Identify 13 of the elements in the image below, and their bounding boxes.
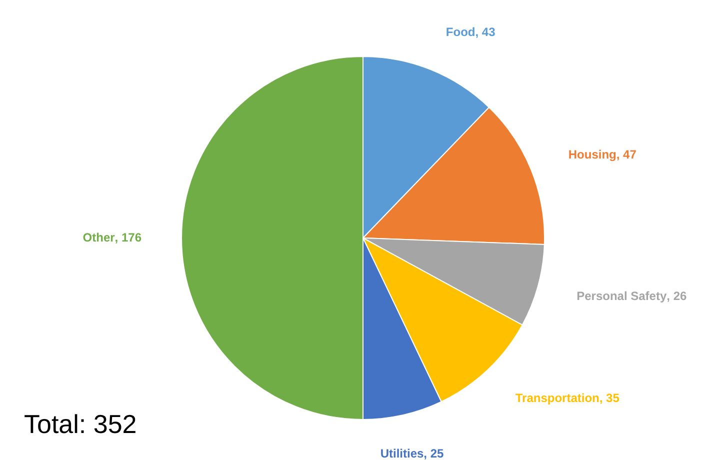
- slice-label: Other: [82, 230, 116, 244]
- data-label: , 176: [114, 230, 142, 244]
- data-label: , 47: [616, 147, 637, 162]
- text: Total: 352: [24, 409, 137, 440]
- slice-label: Utilities: [380, 446, 424, 460]
- slice-label: Transportation: [515, 391, 600, 406]
- data-label: , 35: [599, 391, 620, 406]
- data-label: , 26: [666, 288, 687, 303]
- slice-label: Personal Safety: [576, 288, 667, 303]
- slice-label: Housing: [568, 147, 616, 162]
- slice-label: Food: [446, 24, 476, 39]
- data-label: , 25: [424, 446, 444, 460]
- data-label: , 43: [475, 24, 496, 39]
